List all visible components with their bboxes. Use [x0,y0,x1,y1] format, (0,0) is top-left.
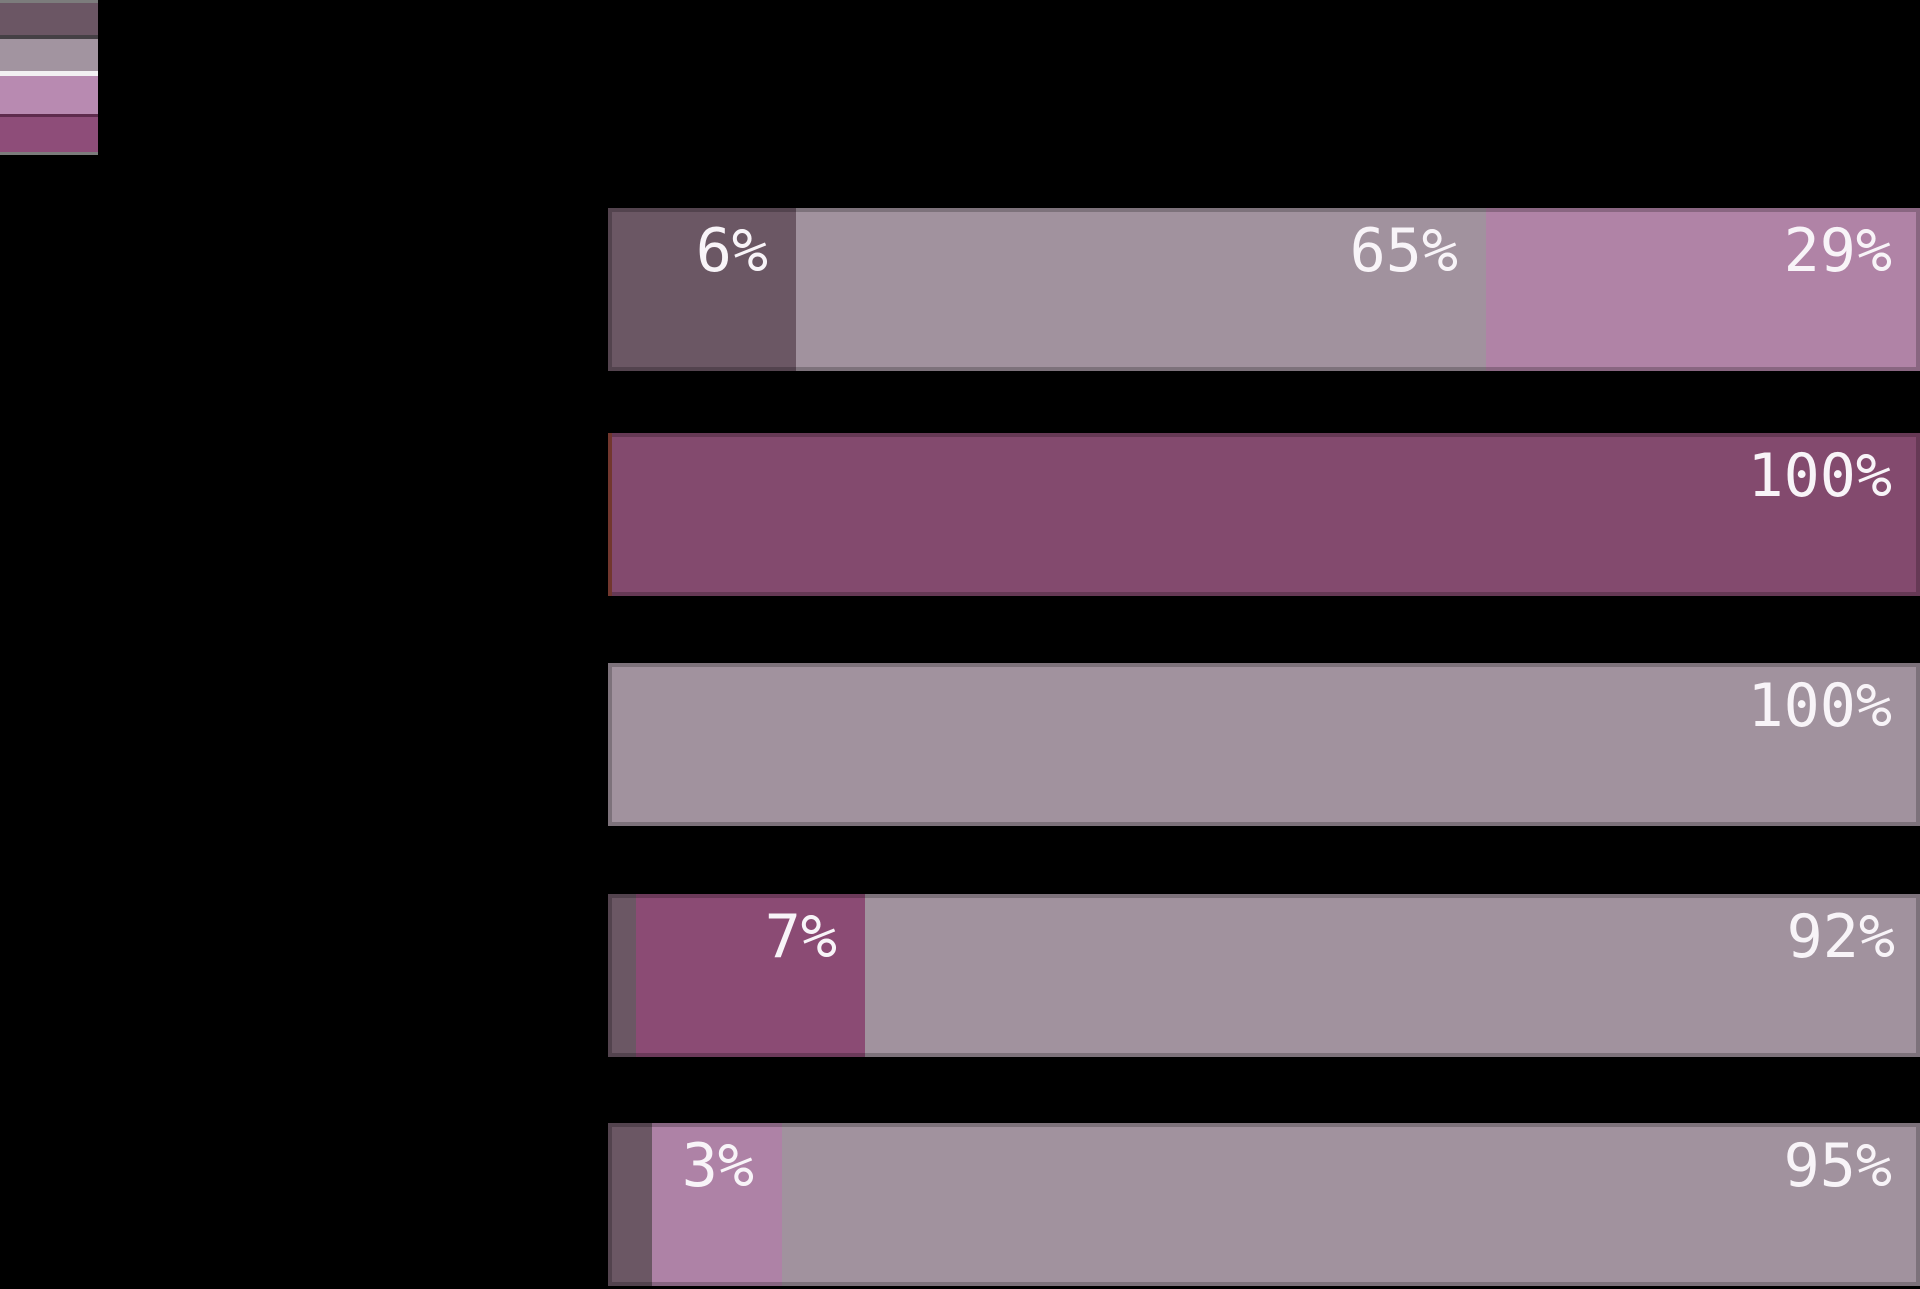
bar-row: 100% [608,433,1920,596]
bar-segment: 100% [608,433,1920,596]
bar-row: 100% [608,663,1920,826]
bar-segment-label: 100% [1747,441,1893,511]
legend [0,0,98,155]
bar-row: 6% 65% 29% [608,208,1920,371]
bar-segment: 95% [782,1123,1920,1286]
legend-separator-1 [0,35,98,39]
bar-segment-label: 100% [1747,671,1893,741]
bar-segment [608,1123,652,1286]
bar-segment: 29% [1486,208,1920,371]
bar-segment-label: 29% [1783,216,1892,286]
legend-separator-3 [0,114,98,117]
legend-swatch-series-3 [0,76,98,114]
bar-segment: 3% [652,1123,782,1286]
bar-row: 3% 95% [608,1123,1920,1286]
bar-row: 7% 92% [608,894,1920,1057]
legend-border-top [0,0,98,3]
bar-segment: 92% [865,894,1920,1057]
bar-segment: 100% [608,663,1920,826]
legend-separator-2 [0,71,98,76]
bar-segment-label: 92% [1786,902,1895,972]
bar-segment [608,894,636,1057]
bar-segment-label: 3% [681,1131,754,1201]
bar-segment-label: 65% [1349,216,1458,286]
bar-segment-label: 95% [1783,1131,1892,1201]
legend-swatch-series-2 [0,39,98,71]
bar-segment-label: 7% [764,902,837,972]
legend-swatch-series-1 [0,3,98,35]
legend-border-bottom [0,152,98,155]
bar-segment-label: 6% [695,216,768,286]
bar-segment: 7% [636,894,865,1057]
bar-segment: 6% [608,208,796,371]
bar-segment: 65% [796,208,1486,371]
legend-swatch-series-4 [0,117,98,152]
